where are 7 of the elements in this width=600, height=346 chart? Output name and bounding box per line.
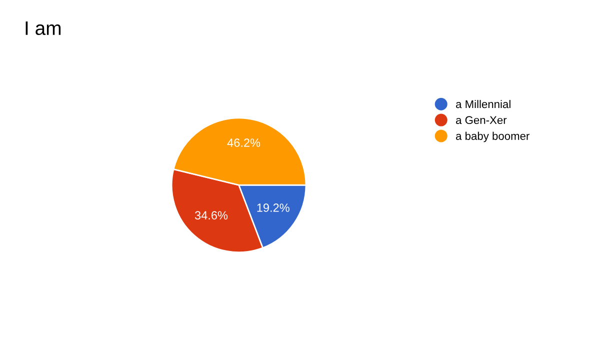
legend-label: a baby boomer (456, 132, 530, 142)
data-label: 34.6% (194, 211, 228, 220)
legend-label: a Millennial (456, 100, 510, 108)
legend-label: a Gen-Xer (456, 116, 507, 124)
chart-title: I am (26, 21, 61, 36)
data-label: 19.2% (257, 204, 290, 212)
data-label: 46.2% (227, 138, 260, 147)
